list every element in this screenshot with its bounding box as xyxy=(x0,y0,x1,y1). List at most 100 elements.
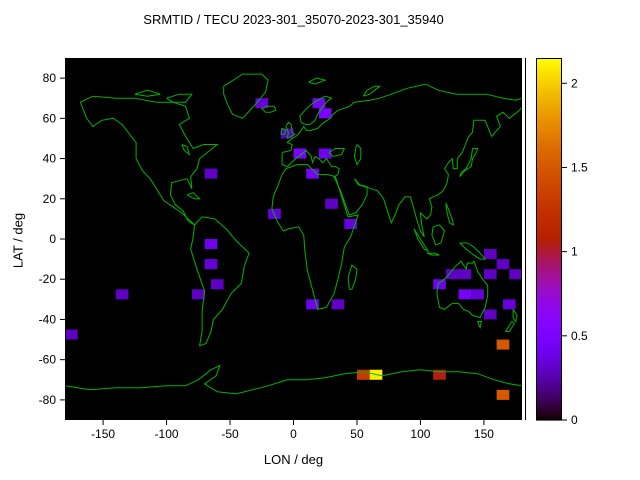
coastline xyxy=(65,364,522,395)
colorbar-slice xyxy=(536,148,562,153)
colorbar-slice xyxy=(536,235,562,240)
heatmap-cell xyxy=(458,269,472,280)
x-tick-label: -100 xyxy=(155,427,179,441)
coastline xyxy=(512,309,518,323)
coastline xyxy=(347,264,358,290)
heatmap-cell xyxy=(210,279,224,290)
colorbar-tick-label: 2 xyxy=(571,76,578,90)
colorbar-slice xyxy=(536,407,562,412)
x-tick-label: -150 xyxy=(91,427,115,441)
colorbar-slice xyxy=(536,293,562,297)
coastline xyxy=(271,164,359,310)
colorbar-slice xyxy=(536,100,562,104)
y-tick-label: 80 xyxy=(43,71,57,85)
colorbar-slice xyxy=(536,326,562,331)
heatmap-cell xyxy=(502,299,516,310)
colorbar-slice xyxy=(536,368,562,373)
heatmap-cell xyxy=(356,369,370,380)
colorbar-slice xyxy=(536,82,562,86)
coastline xyxy=(353,144,362,166)
heatmap-cell xyxy=(445,269,459,280)
colorbar-slice xyxy=(536,389,562,394)
colorbar-slice xyxy=(536,269,562,273)
colorbar-slice xyxy=(536,404,562,409)
coastline xyxy=(445,202,455,226)
colorbar-slice xyxy=(536,205,562,210)
colorbar-slice xyxy=(536,275,562,279)
y-tick-label: -40 xyxy=(39,312,57,326)
coastline xyxy=(504,321,516,332)
colorbar-slice xyxy=(536,245,562,249)
colorbar-slice xyxy=(536,136,562,141)
heatmap-cell xyxy=(191,289,205,300)
colorbar-slice xyxy=(536,124,562,128)
heatmap-cell xyxy=(458,289,472,300)
colorbar-slice xyxy=(536,106,562,110)
colorbar-slice xyxy=(536,416,562,421)
coastline xyxy=(413,228,430,253)
colorbar-slice xyxy=(536,223,562,228)
colorbar-slice xyxy=(536,305,562,309)
colorbar-slice xyxy=(536,266,562,270)
x-tick-label: 50 xyxy=(350,427,364,441)
x-axis-label: LON / deg xyxy=(263,452,324,467)
colorbar-slice xyxy=(536,338,562,343)
colorbar-slice xyxy=(536,67,562,71)
colorbar-slice xyxy=(536,260,562,264)
x-tick-label: 150 xyxy=(474,427,494,441)
colorbar-slice xyxy=(536,208,562,213)
colorbar-slice xyxy=(536,323,562,328)
colorbar-slice xyxy=(536,193,562,198)
colorbar-slice xyxy=(536,133,562,138)
colorbar-slice xyxy=(536,272,562,276)
colorbar-slice xyxy=(536,332,562,337)
heatmap-cell xyxy=(204,168,218,179)
colorbar-slice xyxy=(536,103,562,107)
colorbar-slice xyxy=(536,166,562,171)
colorbar-slice xyxy=(536,91,562,95)
colorbar-slice xyxy=(536,139,562,144)
y-tick-label: 60 xyxy=(43,111,57,125)
colorbar-slice xyxy=(536,290,562,294)
colorbar-slice xyxy=(536,320,562,325)
heatmap-cell xyxy=(318,148,332,159)
heatmap-cell xyxy=(433,369,446,380)
colorbar-slice xyxy=(536,281,562,285)
colorbar-slice xyxy=(536,58,562,62)
colorbar-slice xyxy=(536,242,562,246)
colorbar-gradient xyxy=(536,58,562,421)
heatmap-cell xyxy=(331,299,345,310)
colorbar-slice xyxy=(536,118,562,122)
y-tick-label: -20 xyxy=(39,272,57,286)
colorbar-slice xyxy=(536,362,562,367)
heatmap-cell xyxy=(483,309,497,320)
colorbar-slice xyxy=(536,220,562,225)
colorbar-slice xyxy=(536,229,562,234)
x-tick-label: -50 xyxy=(221,427,239,441)
colorbar-slice xyxy=(536,347,562,352)
colorbar-slice xyxy=(536,97,562,101)
colorbar-slice xyxy=(536,85,562,89)
coastline xyxy=(436,259,489,318)
colorbar-slice xyxy=(536,365,562,370)
heatmap-cell xyxy=(483,249,497,260)
colorbar-slice xyxy=(536,178,562,183)
coastline xyxy=(431,224,446,246)
y-axis-label: LAT / deg xyxy=(10,212,26,269)
coastline xyxy=(459,242,487,260)
colorbar-slice xyxy=(536,308,562,312)
heatmap-cell xyxy=(306,168,319,179)
colorbar-slice xyxy=(536,172,562,177)
heatmap-cell xyxy=(496,259,510,270)
coastline xyxy=(190,216,250,347)
coastline xyxy=(308,77,327,85)
colorbar-slice xyxy=(536,392,562,397)
heatmap-cell xyxy=(496,339,510,350)
colorbar-slice xyxy=(536,94,562,98)
colorbar-slice xyxy=(536,109,562,113)
coastline xyxy=(186,192,201,200)
heatmap-cell xyxy=(433,279,446,290)
colorbar-slice xyxy=(536,112,562,116)
coastline xyxy=(426,252,440,256)
colorbar-slice xyxy=(536,154,562,159)
